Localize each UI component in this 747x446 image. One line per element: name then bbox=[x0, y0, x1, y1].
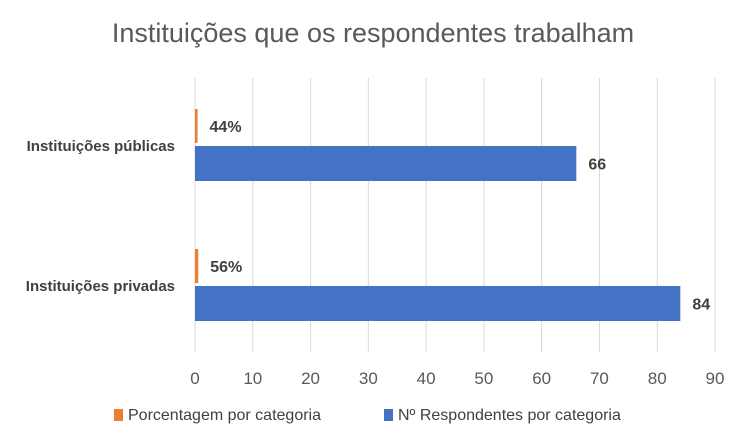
data-label-percentage-1: 56% bbox=[210, 259, 242, 276]
legend-label-1: Nº Respondentes por categoria bbox=[398, 407, 621, 424]
x-tick-label-10: 10 bbox=[243, 369, 262, 388]
category-label-1: Instituições privadas bbox=[26, 278, 175, 295]
x-tick-label-80: 80 bbox=[648, 369, 667, 388]
x-tick-label-30: 30 bbox=[359, 369, 378, 388]
bar-percentage-1 bbox=[195, 249, 199, 283]
x-tick-label-90: 90 bbox=[706, 369, 725, 388]
legend-label-0: Porcentagem por categoria bbox=[128, 407, 321, 424]
x-tick-label-60: 60 bbox=[532, 369, 551, 388]
category-label-0: Instituições públicas bbox=[27, 138, 175, 155]
bar-respondents-0 bbox=[195, 146, 577, 181]
data-label-respondents-0: 66 bbox=[588, 157, 606, 174]
legend-swatch-1 bbox=[384, 409, 393, 421]
x-tick-label-40: 40 bbox=[417, 369, 436, 388]
bar-respondents-1 bbox=[195, 286, 681, 321]
x-tick-label-50: 50 bbox=[474, 369, 493, 388]
x-tick-label-70: 70 bbox=[590, 369, 609, 388]
labels: 0 10 20 30 40 50 60 70 80 90 Instituições públicas… bbox=[26, 119, 725, 388]
legend-swatch-0 bbox=[114, 409, 123, 421]
data-label-respondents-1: 84 bbox=[692, 297, 710, 314]
gridlines bbox=[194, 78, 716, 352]
legend: Porcentagem por categoria Nº Respondentes… bbox=[114, 407, 621, 424]
x-tick-label-20: 20 bbox=[301, 369, 320, 388]
bars bbox=[195, 109, 681, 321]
x-tick-label-0: 0 bbox=[190, 369, 199, 388]
bar-percentage-0 bbox=[195, 109, 198, 143]
chart-title: Instituições que os respondentes trabalh… bbox=[112, 18, 634, 48]
data-label-percentage-0: 44% bbox=[210, 119, 242, 136]
